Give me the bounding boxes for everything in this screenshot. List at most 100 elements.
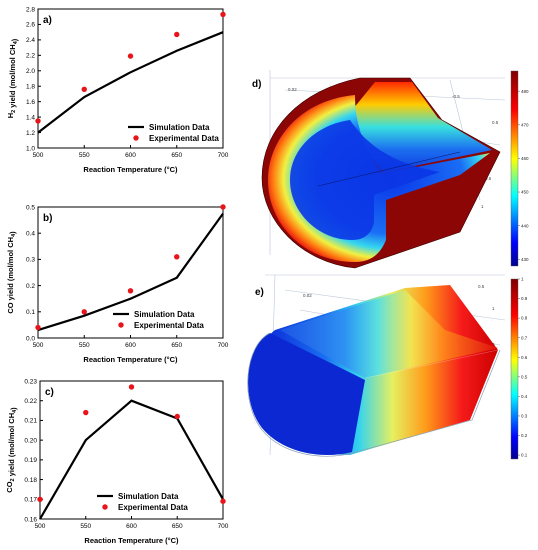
y-tick-label: 1.8 [26,84,35,91]
panel-e-edge [364,349,499,379]
panel-e-outline [247,332,501,457]
data-point-experimental [35,118,41,124]
panel-e: 0.02 0 0.5 1 0 [247,274,506,457]
x-tick-label: 600 [125,152,136,159]
x-tick-label: 600 [125,342,136,349]
panel-d-inner-core [290,120,440,240]
panel-e-front-face [248,333,365,455]
y-tick-label: 1.6 [26,99,35,106]
x-tick-label: 700 [218,342,229,349]
x-tick-label: 550 [79,342,90,349]
panel-label-e: e) [255,287,264,298]
data-point-experimental [127,53,134,59]
legend-label: Experimental Data [134,321,204,330]
legend-swatch-marker [133,135,139,141]
y-tick-label: 2.4 [26,37,35,44]
x-tick-label: 650 [172,523,183,530]
x-tick-label: 650 [171,152,182,159]
data-point-experimental [220,498,226,504]
legend-swatch-marker [102,504,108,510]
y-tick-label: 0.16 [24,516,37,523]
x-tick-label: 600 [126,523,137,530]
legend-swatch-marker [118,322,124,328]
colorbar-tick-label: 470 [521,122,529,127]
colorbar-d-ticks: 480 470 460 450 440 430 [518,89,529,262]
legend: Simulation Data Experimental Data [113,310,204,330]
data-point-experimental [81,309,87,315]
colorbar-tick-label: 480 [521,89,529,94]
legend-label: Simulation Data [134,310,195,319]
y-tick-label: 0.0 [26,335,35,342]
panel-d-axis-tick: 1 [481,204,484,209]
panel-d-axis-tick: 0.5 [485,176,492,181]
y-tick-label: 2.8 [26,6,35,13]
panel-d-axis-tick: 0.5 [492,120,499,125]
x-tick-label: 550 [79,152,90,159]
legend-label: Experimental Data [149,134,219,143]
panel-label: a) [43,15,52,26]
data-point-experimental [35,324,41,331]
y-tick-label: 2.2 [26,53,35,60]
x-tick-label: 700 [218,152,229,159]
panel-d-axis-tick: -0.5 [452,94,460,99]
panel-label-d: d) [252,79,261,90]
panel-label: c) [45,387,54,398]
colorbar-tick-label: 450 [521,190,529,195]
data-point-experimental [127,288,134,294]
x-tick-label: 550 [80,523,91,530]
y-tick-label: 0.5 [26,204,35,211]
legend-label: Experimental Data [118,503,188,512]
series-line-simulation [37,31,224,134]
colorbar-tick-label: 430 [521,257,529,262]
y-tick-label: 0.2 [26,283,35,290]
chart-panel-a: 1.0 1.2 1.4 1.6 1.8 2.0 2.2 2.4 2.6 2.8 500 550 600 6… [6,6,229,174]
colorbar-tick-label: 0.8 [521,316,528,321]
data-point-experimental [37,496,43,502]
legend: Simulation Data Experimental Data [97,492,188,512]
panel-e-axis-tick: 1 [492,306,495,311]
chart-panel-b: 0.0 0.1 0.2 0.3 0.4 0.5 500 550 600 650 700 Reactio… [6,204,229,364]
data-point-experimental [81,86,87,93]
panel-d-axis-tick: 0.02 [288,87,297,92]
y-tick-label: 1.0 [26,145,35,152]
colorbar-d [510,70,519,267]
series-line-simulation [37,212,224,332]
colorbar-tick-label: 0.4 [521,394,528,399]
x-tick-label: 700 [218,523,229,530]
y-tick-label: 0.1 [26,309,35,316]
y-tick-label: 0.3 [26,257,35,264]
data-point-experimental [128,384,135,390]
y-tick-label: 0.18 [24,477,37,484]
panel-label: b) [43,213,52,224]
colorbar-tick-label: 0.3 [521,414,528,419]
y-tick-label: 0.19 [24,457,37,464]
data-point-experimental [174,31,180,38]
legend-label: Simulation Data [149,123,210,132]
data-point-experimental [174,413,180,420]
x-tick-label: 500 [35,523,46,530]
x-tick-label: 650 [171,342,182,349]
y-tick-label: 0.23 [24,378,37,385]
y-tick-label: 0.17 [24,497,37,504]
colorbar-tick-label: 0.2 [521,433,528,438]
colorbar-tick-label: 1 [521,277,524,282]
plot-frame [37,206,224,339]
x-axis-label: Reaction Temperature (°C) [83,355,178,364]
y-tick-label: 0.4 [26,231,35,238]
y-axis-label: H2 yield (mol/mol CH4) [6,38,19,118]
legend-label: Simulation Data [118,492,179,501]
data-point-experimental [174,254,180,260]
legend: Simulation Data Experimental Data [128,123,219,143]
series-line-simulation [39,399,224,520]
x-tick-label: 500 [33,342,44,349]
y-tick-label: 1.2 [26,130,35,137]
data-point-experimental [83,409,89,416]
y-axis-label: CO2 yield (mol/mol CH4) [5,407,18,493]
x-axis-label: Reaction Temperature (°C) [83,165,178,174]
panel-d: 0.02 0 -0.5 0.5 1 0.5 0 [261,70,506,269]
data-point-experimental [220,11,226,18]
y-tick-label: 2.0 [26,68,35,75]
data-point-experimental [220,204,226,210]
colorbar-e [510,278,519,460]
